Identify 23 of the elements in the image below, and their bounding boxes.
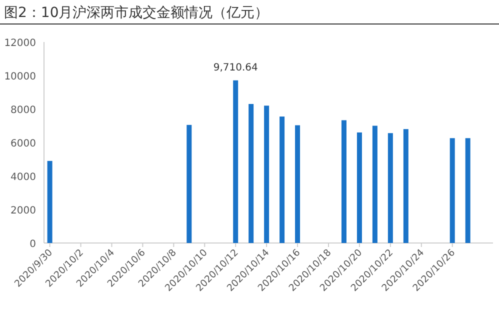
y-tick-label: 4000 bbox=[10, 172, 36, 183]
bar bbox=[341, 120, 346, 243]
bar bbox=[47, 160, 52, 243]
bar bbox=[403, 129, 408, 243]
y-tick-label: 10000 bbox=[4, 72, 36, 82]
bar bbox=[372, 126, 378, 243]
bar bbox=[465, 138, 470, 243]
y-tick-label: 8000 bbox=[10, 105, 36, 116]
y-tick-label: 0 bbox=[30, 239, 36, 250]
bar bbox=[356, 132, 362, 243]
bar bbox=[280, 116, 285, 243]
y-tick-label: 12000 bbox=[4, 38, 36, 49]
bar bbox=[248, 104, 254, 243]
bar bbox=[186, 124, 192, 243]
y-tick-label: 6000 bbox=[10, 138, 36, 150]
bar bbox=[450, 138, 455, 243]
y-tick-label: 2000 bbox=[10, 206, 36, 216]
bar bbox=[264, 106, 270, 243]
data-label: 9,710.64 bbox=[213, 62, 258, 74]
chart-title: 图2：10月沪深两市成交金额情况（亿元） bbox=[4, 5, 269, 21]
bar bbox=[233, 80, 238, 243]
bar bbox=[388, 133, 393, 243]
bar bbox=[295, 125, 300, 243]
